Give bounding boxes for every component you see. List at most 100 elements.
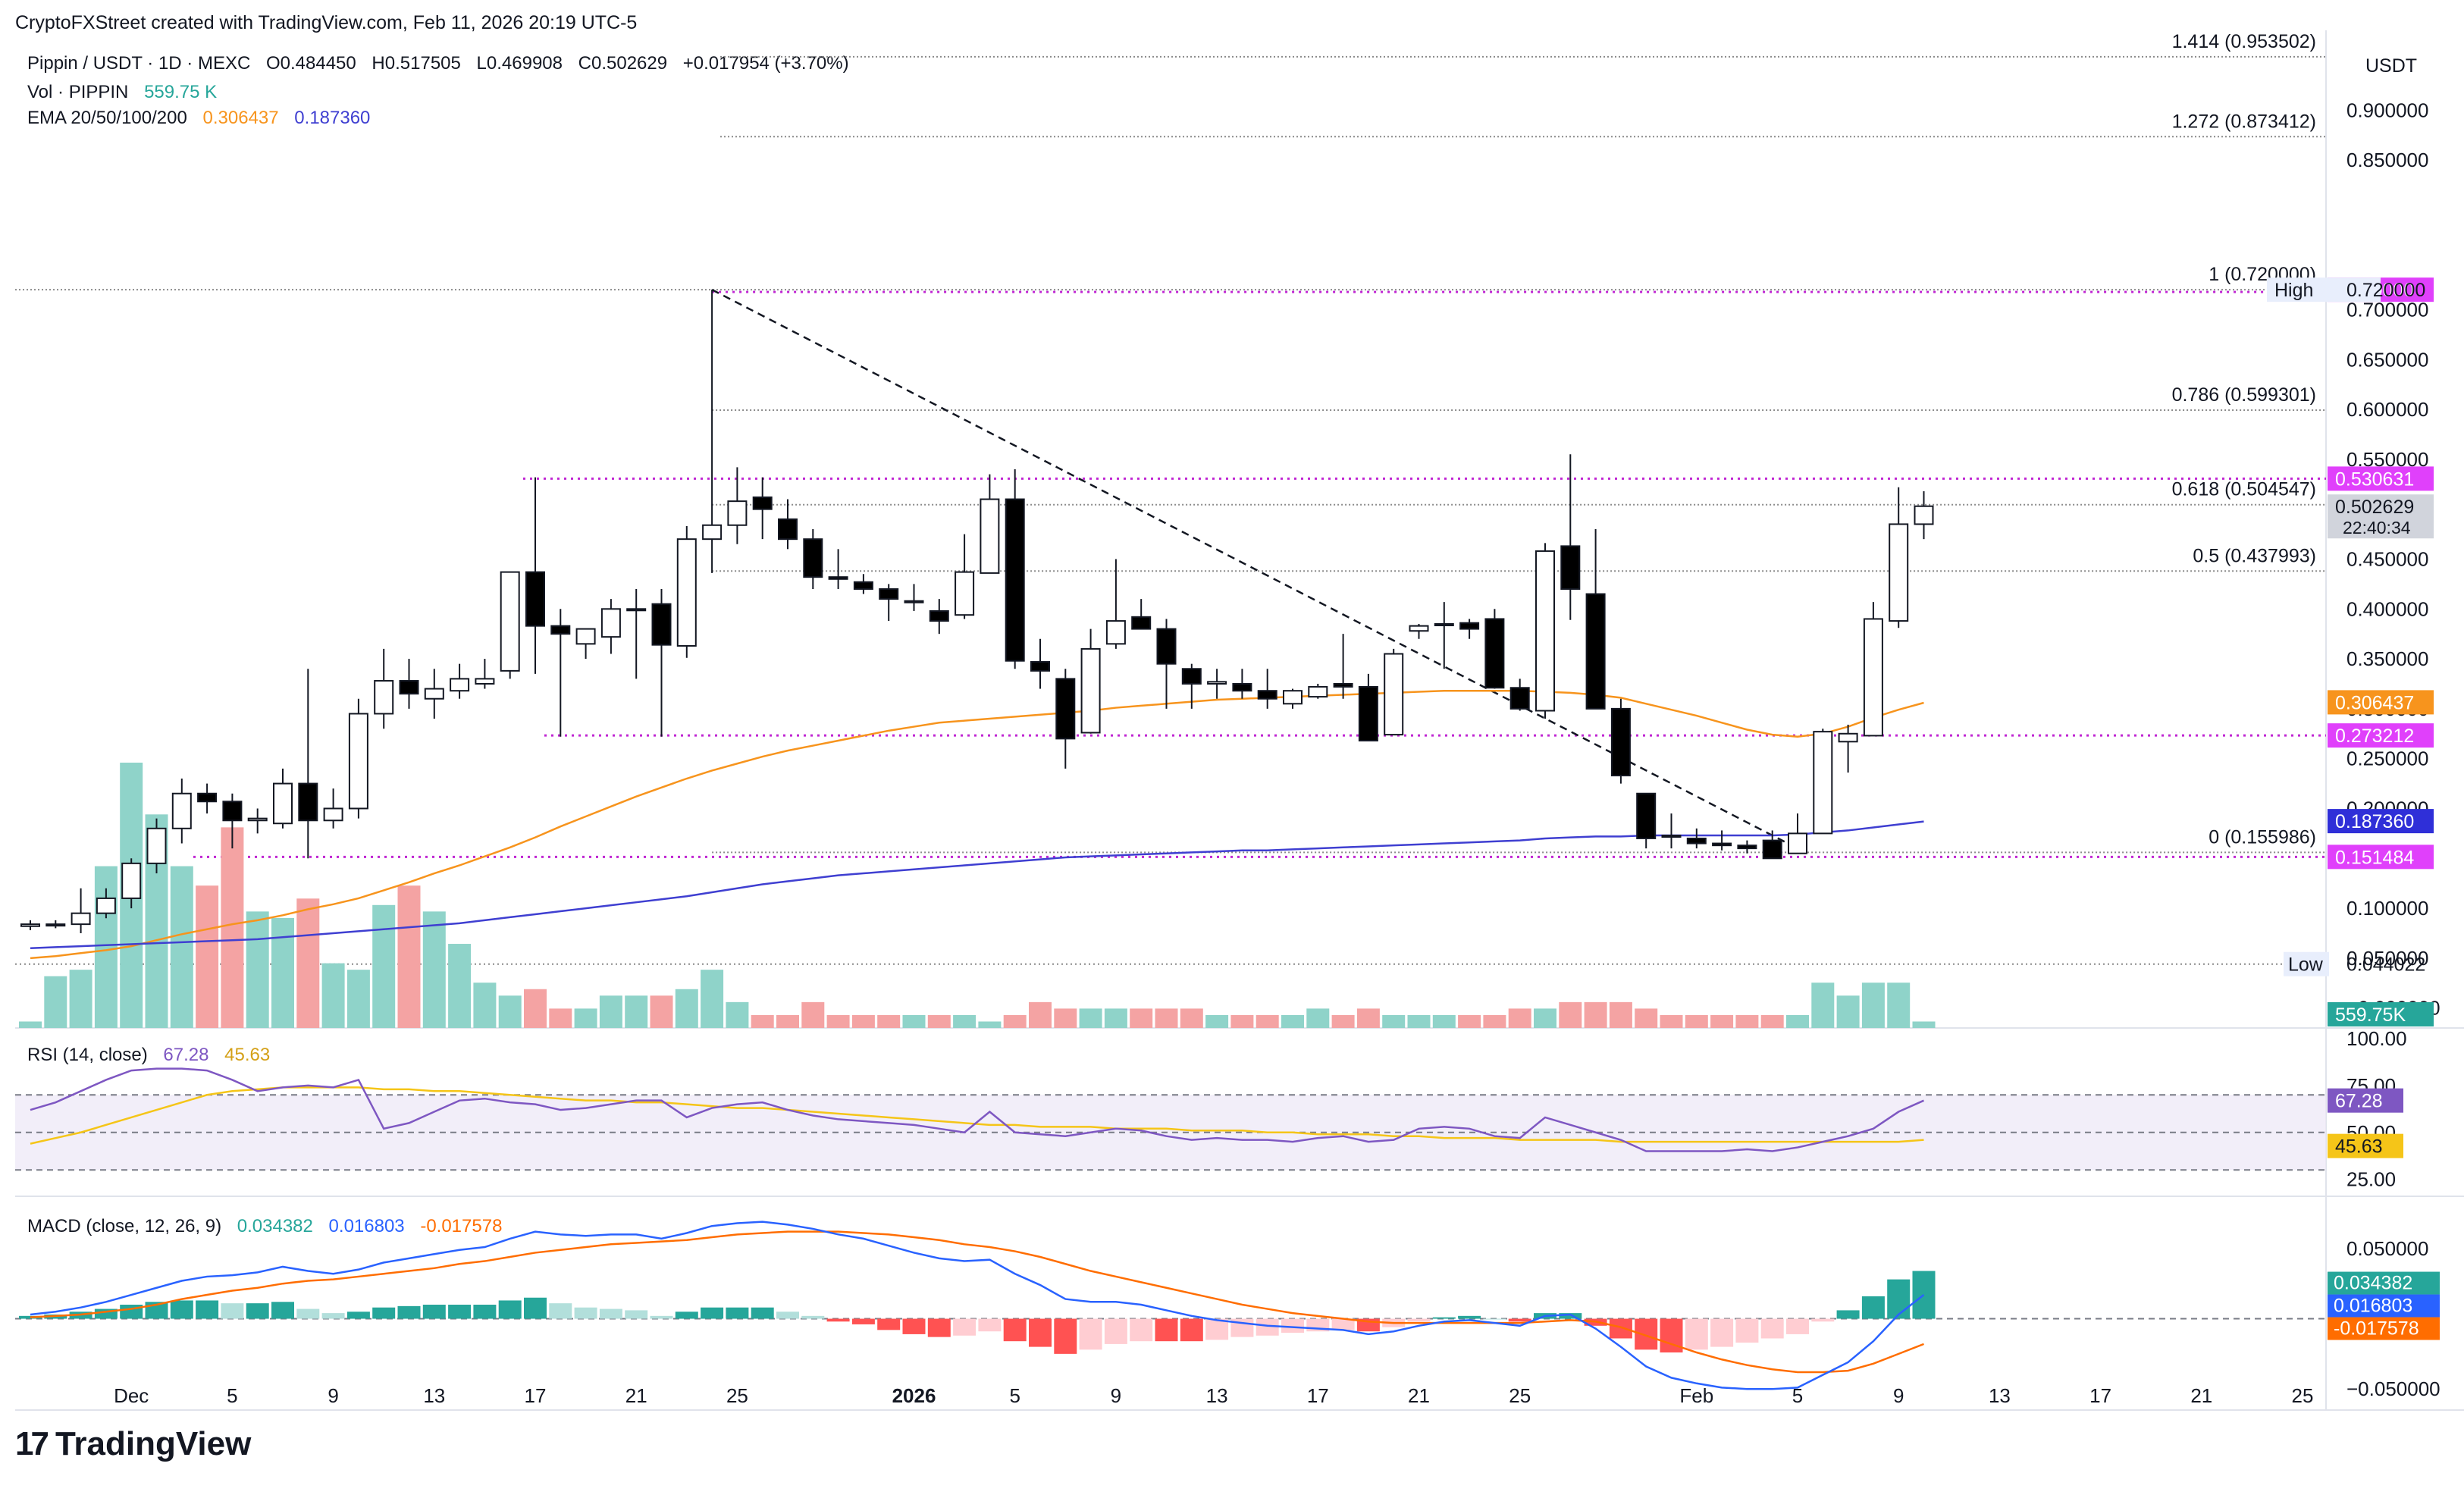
candle-body xyxy=(575,628,596,645)
macd-histogram-bar xyxy=(1735,1318,1759,1343)
macd-histogram-bar xyxy=(1609,1318,1632,1339)
candle-body xyxy=(600,608,621,638)
candle-body xyxy=(955,571,975,616)
macd-histogram-bar xyxy=(19,1315,42,1319)
time-tick-label: 9 xyxy=(1893,1384,1904,1407)
rsi-tick-label: 100.00 xyxy=(2346,1027,2407,1050)
time-tick-label: 21 xyxy=(1408,1384,1430,1407)
volume-bar xyxy=(372,904,396,1028)
macd-tick-label: −0.050000 xyxy=(2346,1377,2440,1400)
volume-bar xyxy=(1230,1014,1254,1028)
fib-level-label: 0.618 (0.504547) xyxy=(2172,479,2316,500)
legend-symbol[interactable]: Pippin / USDT · 1D · MEXC xyxy=(27,53,251,74)
candle-body xyxy=(803,538,823,578)
legend-macd-label[interactable]: MACD (close, 12, 26, 9) xyxy=(27,1216,222,1236)
low-tag-label: Low xyxy=(2288,954,2324,976)
macd-histogram-bar xyxy=(1104,1318,1127,1344)
macd-histogram-bar xyxy=(170,1300,193,1319)
candle-body xyxy=(247,817,268,822)
price-badge-text: 0.151484 xyxy=(2335,847,2414,868)
time-tick-label: 21 xyxy=(2190,1384,2212,1407)
rsi-ma-badge-bg xyxy=(2328,1133,2403,1158)
candle-body xyxy=(1813,731,1833,835)
macd-histogram-bar xyxy=(524,1297,547,1319)
time-tick-label: 5 xyxy=(1009,1384,1020,1407)
candle-body xyxy=(500,571,520,672)
volume-bar xyxy=(902,1014,926,1028)
macd-histogram-bar xyxy=(701,1307,724,1319)
legend-rsi-label[interactable]: RSI (14, close) xyxy=(27,1045,148,1065)
candle-body xyxy=(20,923,40,927)
candle-body xyxy=(71,912,91,926)
macd-histogram-bar xyxy=(271,1302,294,1319)
volume-bar xyxy=(1130,1008,1153,1028)
legend-change: +0.017954 (+3.70%) xyxy=(682,53,849,74)
volume-bar xyxy=(1811,982,1835,1028)
volume-bar xyxy=(524,989,547,1028)
volume-bar xyxy=(246,911,269,1028)
low-tag-value: 0.044022 xyxy=(2346,954,2425,976)
volume-bar xyxy=(1155,1008,1178,1028)
macd-line xyxy=(30,1221,1925,1390)
price-tick-label: 0.100000 xyxy=(2346,897,2428,920)
legend-rsi-ma-value: 45.63 xyxy=(224,1045,271,1065)
ema50-line xyxy=(30,689,1924,960)
macd-histogram-bar xyxy=(422,1305,446,1319)
price-badge-bg xyxy=(2328,466,2434,491)
volume-bar xyxy=(1685,1014,1708,1028)
high-tag-bg xyxy=(2267,277,2381,302)
macd-histogram-bar xyxy=(1483,1318,1506,1320)
macd-histogram-bar xyxy=(1306,1318,1330,1332)
legend-vol-label[interactable]: Vol · PIPPIN xyxy=(27,82,129,102)
candle-body xyxy=(1384,653,1404,736)
volume-bar xyxy=(448,944,472,1028)
candle-body xyxy=(197,792,218,803)
high-tag-value: 0.720000 xyxy=(2346,280,2425,301)
volume-bar xyxy=(1836,995,1860,1028)
volume-badge-bg xyxy=(2328,1002,2434,1026)
legend-close: C0.502629 xyxy=(578,53,668,74)
macd-histogram-bar xyxy=(296,1308,320,1319)
current-price-bg xyxy=(2328,494,2434,539)
volume-bar xyxy=(1003,1014,1027,1028)
volume-bar xyxy=(1205,1014,1229,1028)
volume-bar xyxy=(397,885,421,1028)
legend-ema-label[interactable]: EMA 20/50/100/200 xyxy=(27,108,187,128)
volume-bar xyxy=(726,1001,749,1028)
time-tick-label: 9 xyxy=(1111,1384,1121,1407)
volume-bar xyxy=(1256,1014,1279,1028)
volume-bar xyxy=(574,1008,597,1028)
current-price-value: 0.502629 xyxy=(2335,497,2414,518)
candle-body xyxy=(374,680,394,715)
candle-body xyxy=(171,792,192,829)
macd-histogram-bar xyxy=(1635,1318,1658,1350)
rsi-ma-line xyxy=(30,1086,1924,1145)
macd-histogram-bar xyxy=(1281,1318,1304,1333)
macd-histogram-bar xyxy=(650,1315,673,1319)
volume-bar xyxy=(321,963,345,1028)
volume-bar xyxy=(296,898,320,1028)
candle-body xyxy=(727,500,748,526)
candle-body xyxy=(1409,625,1429,632)
volume-bar xyxy=(1054,1008,1077,1028)
macd-histogram-bar xyxy=(1786,1318,1809,1334)
volume-bar xyxy=(701,970,724,1028)
macd-histogram-bar xyxy=(1760,1318,1784,1339)
time-tick-label: 17 xyxy=(2089,1384,2111,1407)
time-tick-label: 9 xyxy=(328,1384,338,1407)
volume-bar xyxy=(221,827,244,1028)
price-tick-label: −0.000000 xyxy=(2346,997,2440,1020)
macd-histogram-bar xyxy=(1432,1317,1456,1319)
candle-body xyxy=(1358,685,1378,741)
macd-histogram-bar xyxy=(397,1305,421,1319)
macd-histogram-bar xyxy=(978,1318,1002,1332)
macd-signal-badge-text: -0.017578 xyxy=(2334,1318,2419,1340)
volume-bar xyxy=(498,995,522,1028)
volume-bar xyxy=(1382,1014,1406,1028)
candle-body xyxy=(1181,668,1202,685)
volume-bar xyxy=(953,1014,977,1028)
volume-bar xyxy=(1660,1014,1683,1028)
macd-histogram-bar xyxy=(1029,1318,1052,1347)
candle-body xyxy=(424,688,444,700)
macd-histogram-bar xyxy=(145,1302,168,1319)
